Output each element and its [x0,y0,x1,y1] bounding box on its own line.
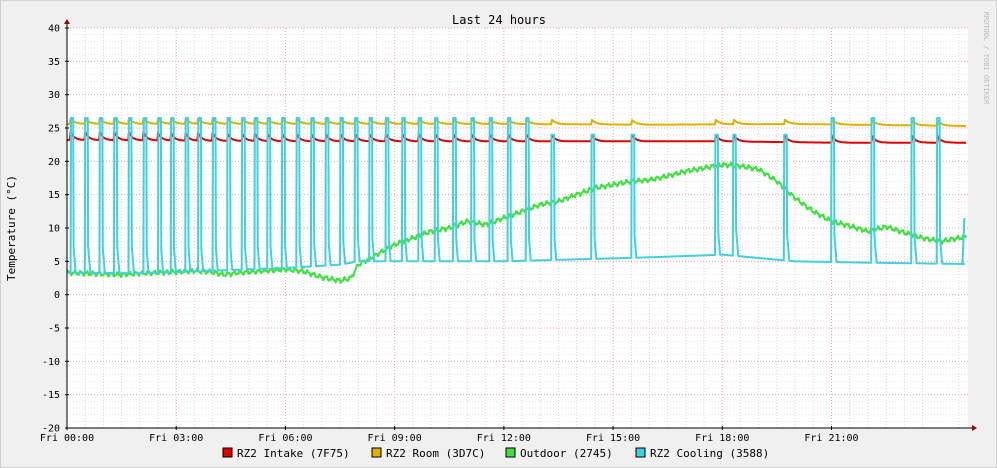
y-tick-label: 25 [48,124,60,135]
legend-swatch-1 [371,447,382,458]
legend: RZ2 Intake (7F75) RZ2 Room (3D7C) Outdoor … [222,447,769,460]
series-line-1 [66,117,967,127]
y-tick-labels: -20 -15 -10 -5 0 5 10 15 20 25 30 35 40 [42,24,60,435]
legend-label-3: RZ2 Cooling (3588) [650,447,769,460]
series-line-2 [66,161,968,284]
y-tick-label: 10 [48,224,60,235]
x-tick-label: Fri 15:00 [586,433,640,444]
y-tick-label: -20 [42,424,60,435]
x-axis-arrow [972,425,977,431]
y-tick-label: 0 [54,290,60,301]
x-tick-label: Fri 21:00 [804,433,858,444]
x-tick-labels: Fri 00:00 Fri 03:00 Fri 06:00 Fri 09:00 Fri … [40,433,859,444]
x-tick-label: Fri 18:00 [695,433,749,444]
legend-swatch-0 [222,447,233,458]
chart-title: Last 24 hours [452,13,546,27]
y-tick-label: -5 [48,324,60,335]
y-tick-label: 40 [48,24,60,35]
x-tick-label: Fri 06:00 [258,433,312,444]
y-tick-label: 5 [54,257,60,268]
y-axis-label: Temperature (°C) [5,175,18,281]
x-tick-label: Fri 03:00 [149,433,203,444]
series-line-0 [66,131,967,144]
x-tick-label: Fri 09:00 [368,433,422,444]
y-axis-arrow [64,19,70,24]
y-tick-label: 15 [48,190,60,201]
y-tick-label: 30 [48,90,60,101]
series-layer [66,117,968,284]
axes [64,19,977,431]
y-tick-label: 35 [48,57,60,68]
legend-label-1: RZ2 Room (3D7C) [386,447,485,460]
legend-swatch-2 [505,447,516,458]
legend-swatch-3 [635,447,646,458]
y-tick-label: -15 [42,390,60,401]
series-line-3 [66,117,966,275]
x-tick-label: Fri 00:00 [40,433,94,444]
legend-label-0: RZ2 Intake (7F75) [237,447,350,460]
y-tick-label: -10 [42,357,60,368]
rrdtool-watermark: RRDTOOL / TOBI OETIKER [982,12,990,106]
y-tick-label: 20 [48,157,60,168]
legend-label-2: Outdoor (2745) [520,447,613,460]
x-tick-label: Fri 12:00 [477,433,531,444]
